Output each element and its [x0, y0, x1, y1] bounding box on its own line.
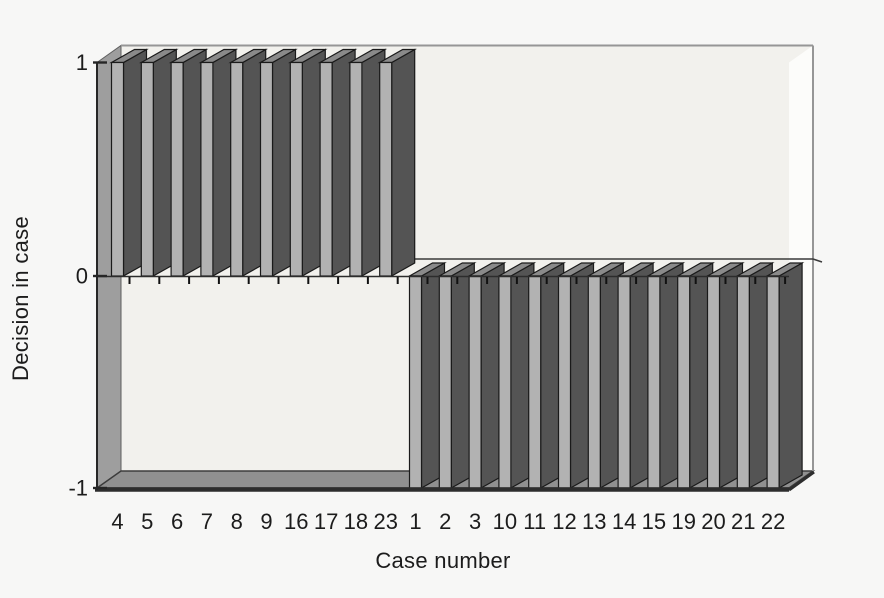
bar-front-face [557, 275, 572, 489]
bar-front-face [706, 275, 721, 489]
bar-front-face [498, 275, 512, 489]
x-axis-title: Case number [375, 548, 511, 573]
x-tick-label-22: 22 [761, 509, 785, 534]
x-tick-label-16: 16 [284, 509, 308, 534]
bar-front-face [736, 275, 750, 489]
bar-front-face [140, 61, 154, 277]
bar-front-face [468, 275, 482, 489]
bar-case-23 [377, 48, 417, 278]
y-axis-title: Decision in case [8, 216, 33, 382]
bar-front-face [766, 275, 780, 489]
bar-front-face [110, 61, 125, 277]
x-tick-label-11: 11 [523, 509, 546, 534]
x-tick-label-18: 18 [344, 509, 368, 534]
x-tick-label-17: 17 [314, 509, 338, 534]
bar-front-face [617, 275, 631, 489]
x-tick-label-13: 13 [582, 509, 606, 534]
bar-front-face [319, 61, 333, 277]
bar-front-face [379, 61, 393, 277]
bar-front-face [230, 61, 244, 277]
x-tick-label-2: 2 [439, 509, 451, 534]
bar-case-22 [764, 261, 805, 490]
x-tick-label-3: 3 [469, 509, 481, 534]
x-tick-label-5: 5 [141, 509, 153, 534]
x-tick-label-15: 15 [642, 509, 666, 534]
y-tick-label-1: 1 [76, 50, 88, 75]
bar-front-face [170, 61, 184, 277]
bar-front-face [259, 61, 274, 277]
x-tick-label-1: 1 [409, 509, 421, 534]
x-tick-label-6: 6 [171, 509, 183, 534]
bottom-right-edge [788, 470, 815, 492]
x-tick-label-7: 7 [201, 509, 213, 534]
bar-front-face [647, 275, 661, 489]
zero-gridline-right-tick [812, 258, 823, 263]
x-tick-label-12: 12 [552, 509, 576, 534]
x-tick-label-20: 20 [701, 509, 725, 534]
bar-side-face [778, 261, 803, 490]
y-tick-label-0: 0 [76, 264, 88, 289]
x-tick-label-23: 23 [373, 509, 397, 534]
bar-front-face [200, 61, 214, 277]
bar-front-face [349, 61, 363, 277]
x-tick-label-9: 9 [260, 509, 272, 534]
x-tick-label-4: 4 [111, 509, 123, 534]
y-tick-label--1: -1 [68, 476, 88, 501]
bar-front-face [438, 275, 452, 489]
x-tick-label-21: 21 [731, 509, 755, 534]
x-tick-label-19: 19 [671, 509, 695, 534]
bar-front-face [528, 275, 542, 489]
bar-front-face [587, 275, 601, 489]
bar-front-face [677, 275, 691, 489]
bar-front-face [408, 275, 423, 489]
bar-front-face [289, 61, 303, 277]
bar-side-face [391, 48, 416, 278]
x-tick-label-8: 8 [231, 509, 243, 534]
x-tick-label-14: 14 [612, 509, 636, 534]
x-tick-label-10: 10 [493, 509, 517, 534]
